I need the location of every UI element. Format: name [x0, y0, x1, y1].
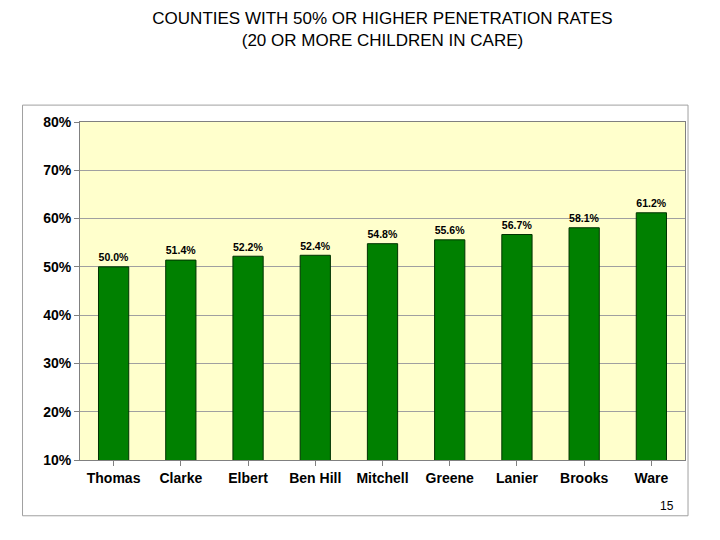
svg-text:30%: 30%: [43, 355, 72, 371]
svg-text:55.6%: 55.6%: [435, 224, 466, 236]
svg-text:Brooks: Brooks: [560, 470, 608, 486]
svg-text:40%: 40%: [43, 307, 72, 323]
svg-text:58.1%: 58.1%: [569, 212, 600, 224]
svg-text:10%: 10%: [43, 452, 72, 468]
svg-text:54.8%: 54.8%: [367, 228, 398, 240]
svg-text:20%: 20%: [43, 404, 72, 420]
svg-text:Thomas: Thomas: [87, 470, 141, 486]
svg-text:50.0%: 50.0%: [99, 251, 130, 263]
svg-text:80%: 80%: [43, 114, 72, 130]
svg-text:50%: 50%: [43, 259, 72, 275]
svg-text:Elbert: Elbert: [228, 470, 268, 486]
svg-text:61.2%: 61.2%: [636, 197, 667, 209]
svg-text:Ware: Ware: [635, 470, 669, 486]
svg-text:52.4%: 52.4%: [300, 240, 331, 252]
svg-text:56.7%: 56.7%: [502, 219, 533, 231]
svg-text:70%: 70%: [43, 162, 72, 178]
svg-text:Mitchell: Mitchell: [356, 470, 408, 486]
svg-text:52.2%: 52.2%: [233, 241, 264, 253]
svg-text:51.4%: 51.4%: [166, 244, 197, 256]
svg-text:Clarke: Clarke: [159, 470, 202, 486]
svg-text:COUNTIES WITH 50% OR HIGHER PE: COUNTIES WITH 50% OR HIGHER PENETRATION …: [152, 9, 612, 50]
svg-text:15: 15: [660, 499, 674, 513]
svg-text:Lanier: Lanier: [496, 470, 539, 486]
svg-text:Ben Hill: Ben Hill: [289, 470, 341, 486]
svg-text:Greene: Greene: [426, 470, 474, 486]
svg-text:60%: 60%: [43, 210, 72, 226]
